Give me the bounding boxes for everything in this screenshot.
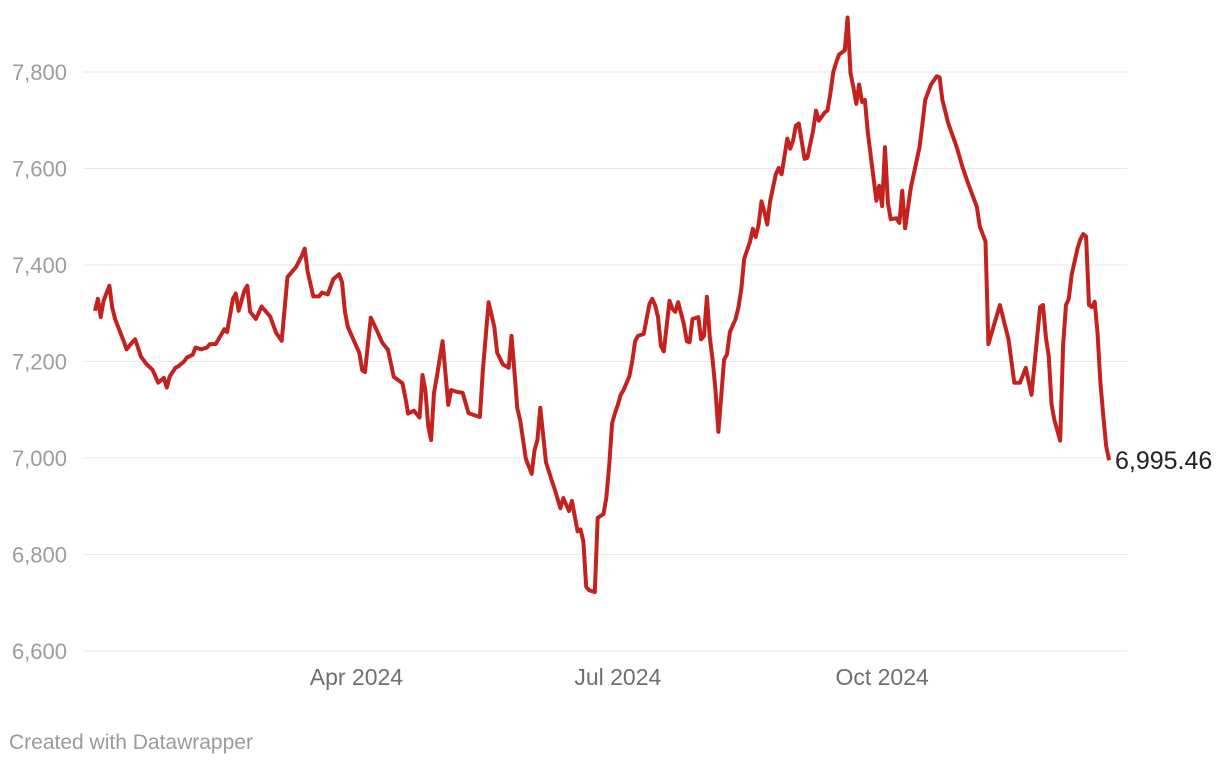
price-line <box>93 15 1112 595</box>
datawrapper-attribution-link[interactable]: Created with Datawrapper <box>9 731 253 754</box>
last-value-label: 6,995.46 <box>1115 447 1212 475</box>
y-axis-tick-label: 7,600 <box>12 157 67 182</box>
x-axis-tick-label: Oct 2024 <box>835 664 929 690</box>
x-axis-tick-label: Apr 2024 <box>310 664 404 690</box>
y-axis-tick-label: 7,200 <box>12 350 67 375</box>
last-value-label-bg <box>1111 445 1220 476</box>
y-axis-tick-label: 7,400 <box>12 253 67 278</box>
y-axis-tick-label: 7,800 <box>12 60 67 85</box>
y-axis-tick-label: 6,600 <box>12 639 67 664</box>
y-axis-tick-label: 7,000 <box>12 446 67 471</box>
y-axis-tick-label: 6,800 <box>12 543 67 568</box>
x-axis-tick-label: Jul 2024 <box>574 664 661 690</box>
